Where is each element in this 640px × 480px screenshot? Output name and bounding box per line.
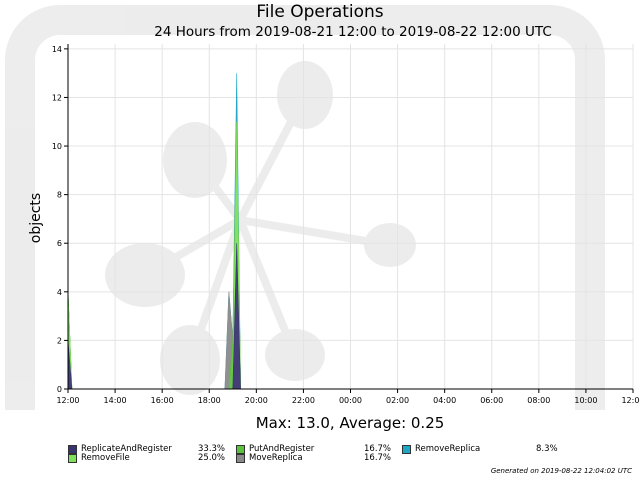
legend-label: PutAndRegister <box>249 444 315 454</box>
y-tick-label: 2 <box>57 336 62 345</box>
x-tick-label: 08:00 <box>527 396 550 405</box>
x-tick-label: 10:00 <box>574 396 597 405</box>
y-tick-label: 10 <box>52 142 62 151</box>
x-tick-label: 04:00 <box>433 396 456 405</box>
legend-percent: 16.7% <box>364 453 392 463</box>
y-tick-label: 8 <box>57 191 62 200</box>
grid-lines <box>67 44 634 390</box>
y-tick-label: 12 <box>52 93 62 102</box>
x-tick-label: 18:00 <box>198 396 221 405</box>
chart-title: File Operations <box>256 2 384 22</box>
x-tick-label: 20:00 <box>245 396 268 405</box>
legend-label: MoveReplica <box>249 453 303 463</box>
x-tick-label: 16:00 <box>151 396 174 405</box>
x-tick-label: 12:00 <box>621 396 640 405</box>
legend-label: RemoveReplica <box>415 444 481 454</box>
axes <box>64 44 634 393</box>
legend-swatch <box>68 445 77 454</box>
legend-swatch <box>402 445 411 454</box>
legend: ReplicateAndRegister 33.3% RemoveFile 25… <box>68 444 568 464</box>
chart-plot: 0 2 4 6 8 10 12 14 12:00 14:00 16:00 18:00 20:00 22:… <box>5 5 640 410</box>
x-tick-labels: 12:00 14:00 16:00 18:00 20:00 22:00 00:00 02:00… <box>56 396 640 405</box>
x-tick-label: 22:00 <box>292 396 315 405</box>
watermark-logo <box>5 5 605 410</box>
legend-label: ReplicateAndRegister <box>81 444 172 454</box>
legend-percent: 16.7% <box>364 444 392 454</box>
y-tick-label: 0 <box>57 385 62 394</box>
generated-timestamp: Generated on 2019-08-22 12:04:02 UTC <box>490 467 632 475</box>
y-tick-label: 6 <box>57 239 62 248</box>
x-tick-label: 02:00 <box>386 396 409 405</box>
chart-subtitle: 24 Hours from 2019-08-21 12:00 to 2019-0… <box>154 24 552 40</box>
legend-label: RemoveFile <box>81 453 130 463</box>
x-tick-label: 00:00 <box>339 396 362 405</box>
legend-percent: 25.0% <box>198 453 226 463</box>
y-tick-labels: 0 2 4 6 8 10 12 14 <box>52 45 62 394</box>
legend-percent: 33.3% <box>198 444 226 454</box>
y-tick-label: 4 <box>57 288 62 297</box>
legend-swatch <box>236 445 245 454</box>
y-tick-label: 14 <box>52 45 62 54</box>
legend-percent: 8.3% <box>536 444 558 454</box>
summary-stats: Max: 13.0, Average: 0.25 <box>255 414 445 432</box>
legend-swatch <box>68 454 77 463</box>
x-tick-label: 12:00 <box>56 396 79 405</box>
x-tick-label: 14:00 <box>104 396 127 405</box>
legend-swatch <box>236 454 245 463</box>
x-tick-label: 06:00 <box>480 396 503 405</box>
